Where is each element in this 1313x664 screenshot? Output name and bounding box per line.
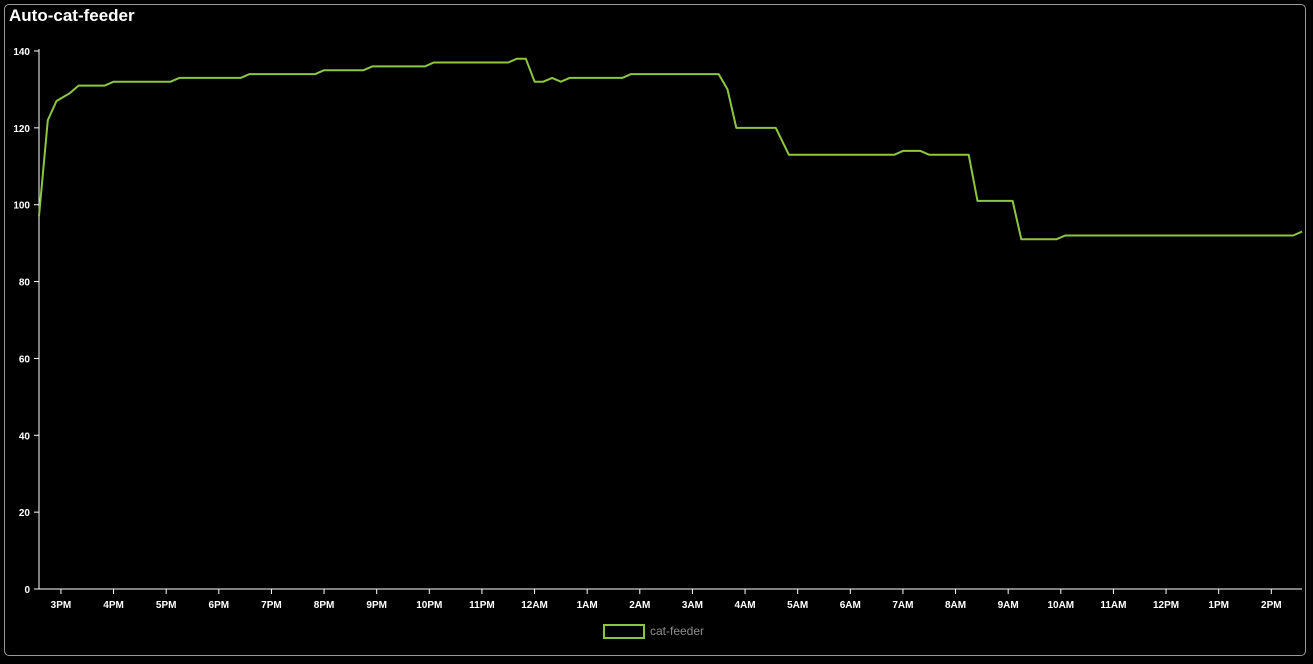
x-tick-label: 6AM (840, 600, 861, 611)
series-line-cat-feeder[interactable] (38, 57, 1303, 241)
x-tick-label: 3PM (51, 600, 72, 611)
x-tick-label: 1AM (577, 600, 598, 611)
x-tick-label: 10PM (416, 600, 442, 611)
x-axis: 3PM 4PM 5PM 6PM 7PM 8PM 9PM 10PM 11PM 12AM 1AM 2AM 3… (39, 588, 1302, 611)
y-tick-label: 100 (13, 201, 30, 212)
x-tick-label: 11PM (469, 600, 495, 611)
series-layer (38, 57, 1303, 241)
x-tick-label: 9AM (998, 600, 1019, 611)
y-tick-label: 0 (24, 585, 30, 596)
y-axis: 0 20 40 60 80 100 120 140 (13, 47, 40, 596)
x-tick-label: 11AM (1100, 600, 1126, 611)
x-tick-label: 8AM (945, 600, 966, 611)
y-tick-label: 20 (19, 508, 31, 519)
x-tick-label: 1PM (1208, 600, 1229, 611)
y-tick-label: 140 (13, 47, 30, 58)
y-tick-label: 60 (19, 354, 31, 365)
x-tick-label: 8PM (314, 600, 335, 611)
x-tick-label: 12AM (521, 600, 548, 611)
x-tick-label: 10AM (1047, 600, 1074, 611)
y-tick-label: 40 (19, 431, 31, 442)
x-tick-label: 5AM (787, 600, 808, 611)
x-tick-label: 9PM (366, 600, 387, 611)
x-tick-label: 3AM (682, 600, 703, 611)
x-tick-label: 4PM (103, 600, 124, 611)
legend-swatch[interactable] (603, 624, 645, 639)
chart-panel (4, 4, 1306, 656)
x-tick-label: 12PM (1153, 600, 1179, 611)
panel-title: Auto-cat-feeder (9, 6, 135, 25)
legend-label[interactable]: cat-feeder (650, 624, 704, 638)
x-tick-label: 2AM (629, 600, 650, 611)
x-tick-label: 2PM (1261, 600, 1282, 611)
x-tick-label: 5PM (156, 600, 177, 611)
y-tick-label: 120 (13, 124, 30, 135)
x-tick-label: 7AM (892, 600, 913, 611)
y-tick-label: 80 (19, 278, 31, 289)
x-tick-label: 7PM (261, 600, 282, 611)
x-tick-label: 4AM (734, 600, 755, 611)
legend[interactable]: cat-feeder (603, 624, 704, 639)
x-tick-label: 6PM (209, 600, 230, 611)
